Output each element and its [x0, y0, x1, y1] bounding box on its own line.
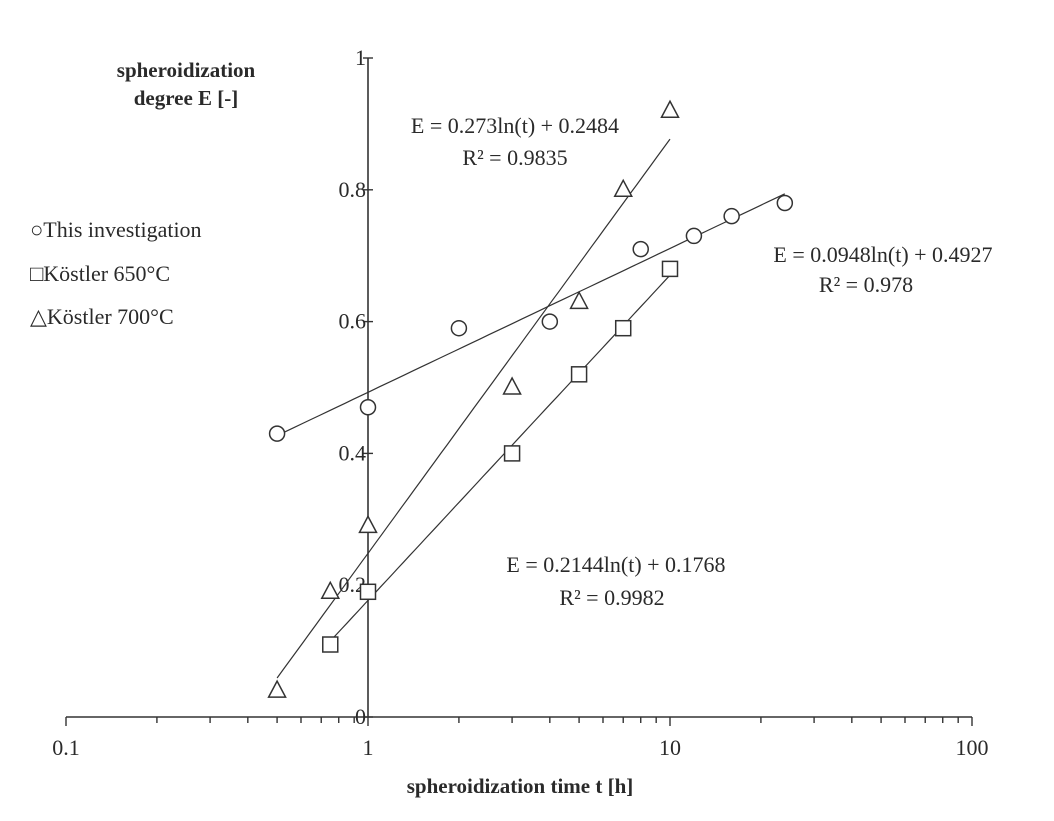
circle-data-point [723, 207, 740, 225]
trendline-kostler-650 [329, 274, 671, 642]
triangle-data-point [358, 514, 378, 534]
legend-item-kostler-650: □Köstler 650°C [30, 261, 170, 286]
legend-label: This investigation [43, 217, 201, 242]
triangle-data-point [660, 99, 680, 118]
square-data-point [661, 260, 679, 278]
x-tick-label: 1 [363, 735, 374, 760]
triangle-marker-icon: △ [30, 304, 47, 329]
trendline-kostler-700 [276, 138, 671, 679]
circle-data-point [450, 319, 468, 337]
y-axis-title-line2: degree E [-] [134, 86, 239, 110]
square-data-point [322, 636, 339, 653]
legend: ○This investigation □Köstler 650°C △Köst… [30, 217, 202, 329]
square-data-point [359, 583, 377, 601]
triangle-data-point [267, 679, 287, 698]
square-data-point [503, 445, 521, 462]
y-tick-label: 0 [355, 704, 366, 729]
y-tick-label: 1 [355, 45, 366, 70]
legend-item-this-investigation: ○This investigation [30, 217, 202, 242]
y-tick-label: 0.6 [339, 309, 367, 334]
circle-data-point [268, 425, 286, 442]
square-data-point [570, 366, 588, 383]
circle-marker-icon: ○ [30, 217, 43, 242]
triangle-data-point [502, 376, 522, 395]
triangle-data-point [613, 178, 633, 198]
triangle-data-point [320, 580, 341, 600]
y-tick-label: 0.8 [339, 177, 367, 202]
square-data-point [614, 319, 632, 337]
data-markers [267, 99, 794, 698]
circle-data-point [685, 227, 703, 245]
equation-kostler-650: E = 0.2144ln(t) + 0.1768 [506, 552, 725, 577]
r2-kostler-700: R² = 0.9835 [462, 145, 567, 170]
circle-data-point [541, 313, 559, 330]
legend-label: Köstler 650°C [43, 261, 170, 286]
r2-kostler-650: R² = 0.9982 [559, 585, 664, 610]
trend-equations: E = 0.273ln(t) + 0.2484 R² = 0.9835 E = … [411, 113, 993, 610]
legend-item-kostler-700: △Köstler 700°C [30, 304, 174, 329]
circle-data-point [359, 399, 377, 416]
y-axis-ticks: 00.20.40.60.81 [339, 45, 373, 729]
equation-this-investigation: E = 0.0948ln(t) + 0.4927 [773, 242, 992, 267]
circle-data-point [632, 240, 649, 258]
x-axis-ticks: 0.1 1 10 100 [52, 717, 989, 760]
triangle-data-point [569, 290, 589, 310]
x-axis-title: spheroidization time t [h] [407, 774, 634, 798]
y-tick-label: 0.4 [339, 440, 367, 465]
legend-label: Köstler 700°C [47, 304, 174, 329]
equation-kostler-700: E = 0.273ln(t) + 0.2484 [411, 113, 619, 138]
y-axis-title-line1: spheroidization [117, 58, 256, 82]
x-tick-label: 0.1 [52, 735, 80, 760]
square-marker-icon: □ [30, 261, 43, 286]
r2-this-investigation: R² = 0.978 [819, 272, 913, 297]
x-tick-label: 100 [956, 735, 989, 760]
x-tick-label: 10 [659, 735, 681, 760]
circle-data-point [776, 194, 794, 212]
plot-area: 0.1 1 10 100 00.20.40.60.81 [52, 45, 988, 760]
